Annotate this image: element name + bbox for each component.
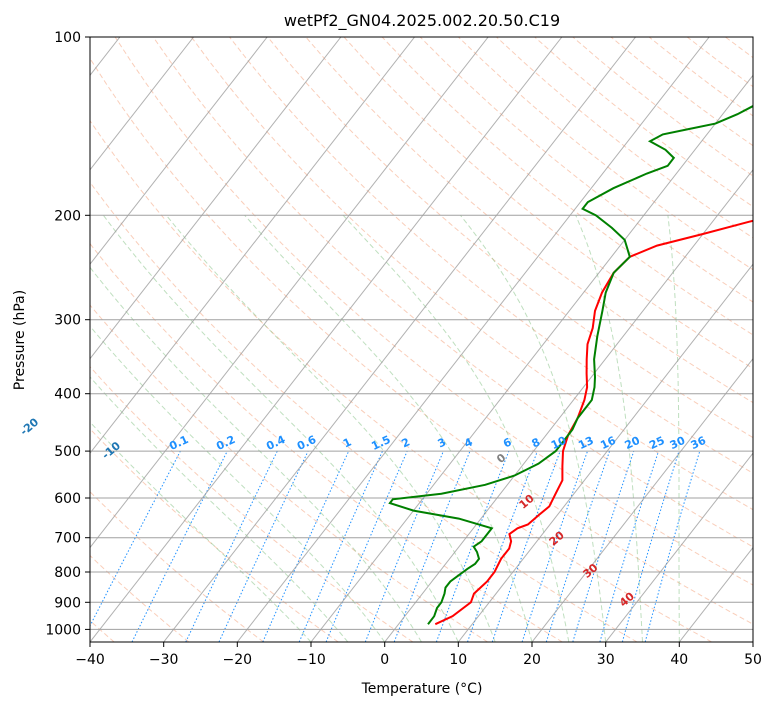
dry-adiabat — [381, 37, 753, 336]
isotherm — [90, 37, 489, 549]
dry-adiabat — [90, 57, 753, 625]
x-tick-label: 20 — [523, 652, 541, 668]
mixing-ratio-line — [298, 450, 383, 642]
dry-adiabat — [90, 554, 190, 642]
mixing-ratio-line — [218, 450, 309, 642]
dry-adiabat — [343, 37, 753, 370]
dry-adiabat — [90, 242, 563, 642]
mixing-ratio-line — [521, 450, 588, 642]
x-tick-label: −40 — [75, 652, 105, 668]
grid-lines — [90, 37, 753, 642]
isotherm — [531, 357, 753, 642]
dry-adiabat — [90, 181, 638, 642]
profile-lines — [388, 104, 753, 626]
mixing-ratio-line — [325, 450, 408, 642]
moist-adiabat — [90, 266, 422, 642]
mixing-ratio-label: 10 — [549, 434, 569, 452]
y-tick-label: 700 — [54, 531, 81, 547]
x-tick-label: 30 — [597, 652, 615, 668]
mixing-ratio-line — [364, 450, 444, 642]
mixing-ratio-line — [262, 450, 350, 642]
dewpoint-line — [388, 104, 753, 625]
dry-adiabat — [90, 304, 488, 642]
moist-adiabat — [342, 214, 570, 642]
moist-adiabat — [90, 325, 386, 642]
mixing-ratio-line — [599, 450, 659, 642]
moist-adiabat — [90, 421, 312, 642]
x-tick-label: 50 — [744, 652, 762, 668]
isotherm — [457, 263, 753, 642]
y-axis-label: Pressure (hPa) — [12, 290, 28, 390]
temperature-line — [434, 219, 753, 626]
moist-adiabat — [460, 214, 607, 642]
x-tick-label: 0 — [380, 652, 389, 668]
isotherm — [384, 169, 753, 642]
isotherm — [90, 37, 415, 454]
x-tick-label: −20 — [223, 652, 253, 668]
mixing-ratio-line — [621, 450, 680, 642]
dry-adiabat — [229, 37, 753, 474]
mixing-ratio-label: 16 — [598, 434, 618, 452]
moist-adiabat — [90, 376, 349, 642]
mixing-ratio-label: 20 — [623, 434, 643, 452]
mixing-ratio-label: 36 — [689, 434, 709, 452]
y-tick-label: 100 — [54, 30, 81, 46]
dry-adiabat — [152, 37, 753, 548]
y-tick-label: 1000 — [45, 622, 81, 638]
isotherm — [605, 452, 753, 642]
isotherm — [163, 37, 636, 642]
x-tick-label: 10 — [449, 652, 467, 668]
mixing-ratio-line — [467, 450, 538, 642]
mixing-ratio-line — [435, 450, 510, 642]
mixing-ratio-label: 25 — [647, 434, 666, 452]
chart-title: wetPf2_GN04.2025.002.20.50.C19 — [284, 11, 560, 31]
x-axis-label: Temperature (°C) — [361, 681, 483, 697]
x-tick-label: 40 — [670, 652, 688, 668]
moist-adiabat — [575, 215, 643, 642]
y-tick-label: 400 — [54, 387, 81, 403]
moist-adiabat — [667, 215, 680, 642]
isotherm — [90, 37, 194, 171]
isotherm — [90, 37, 563, 642]
x-axis: −40 −30 −20 −10 0 10 20 30 40 50 — [75, 642, 762, 668]
mixing-ratio-line — [90, 450, 181, 628]
mixing-ratio-line — [572, 450, 635, 642]
dry-adiabat — [90, 119, 712, 642]
isotherm — [90, 37, 342, 360]
y-axis: 100 200 300 400 500 600 700 800 900 1000 — [45, 30, 90, 638]
dry-adiabat — [90, 491, 264, 642]
isotherm — [310, 74, 753, 642]
isotherm — [236, 37, 710, 642]
plot-frame — [89, 36, 754, 643]
mixing-ratio-label: 30 — [668, 434, 688, 452]
mixing-ratio-line — [545, 450, 611, 642]
y-tick-label: 300 — [54, 313, 81, 329]
dry-adiabat — [114, 37, 753, 586]
y-tick-label: 200 — [54, 208, 81, 224]
y-tick-label: 600 — [54, 491, 81, 507]
x-tick-label: −10 — [296, 652, 326, 668]
y-tick-label: 500 — [54, 444, 81, 460]
y-tick-label: 800 — [54, 565, 81, 581]
isotherm — [90, 37, 268, 265]
x-tick-label: −30 — [149, 652, 179, 668]
background-lines — [90, 37, 753, 642]
mixing-ratio-line — [491, 450, 561, 642]
mixing-ratio-label: 13 — [576, 434, 595, 452]
y-tick-label: 900 — [54, 595, 81, 611]
